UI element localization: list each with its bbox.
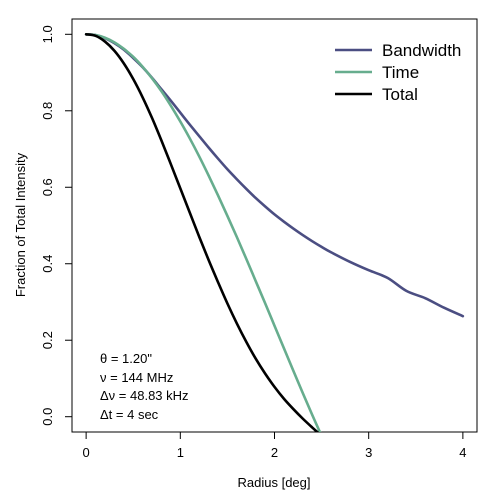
annotation-integration-time: Δt = 4 sec [100,407,159,422]
y-tick-label: 0.6 [40,178,55,196]
series-line-time [84,33,322,432]
annotation-theta: θ = 1.20" [100,351,152,366]
x-tick-label: 2 [271,445,278,460]
x-tick-label: 4 [459,445,466,460]
legend-label-time: Time [382,63,419,82]
x-axis-title: Radius [deg] [238,475,311,490]
annotation-channel-width: Δν = 48.83 kHz [100,388,189,403]
y-tick-label: 0.4 [40,255,55,273]
y-tick-label: 1.0 [40,25,55,43]
legend: Bandwidth Time Total [335,41,461,104]
x-tick-label: 1 [177,445,184,460]
series-line-total [84,33,320,432]
x-tick-label: 0 [83,445,90,460]
series-layer [84,33,465,432]
legend-label-total: Total [382,85,418,104]
y-axis-title: Fraction of Total Intensity [13,152,28,297]
y-axis: 0.0 0.2 0.4 0.6 0.8 1.0 [40,25,72,426]
x-tick-label: 3 [365,445,372,460]
legend-label-bandwidth: Bandwidth [382,41,461,60]
y-tick-label: 0.0 [40,408,55,426]
parameter-annotations: θ = 1.20" ν = 144 MHz Δν = 48.83 kHz Δt … [100,351,189,422]
y-tick-label: 0.8 [40,102,55,120]
x-axis: 0 1 2 3 4 [83,432,466,460]
y-tick-label: 0.2 [40,331,55,349]
annotation-frequency: ν = 144 MHz [100,370,173,385]
